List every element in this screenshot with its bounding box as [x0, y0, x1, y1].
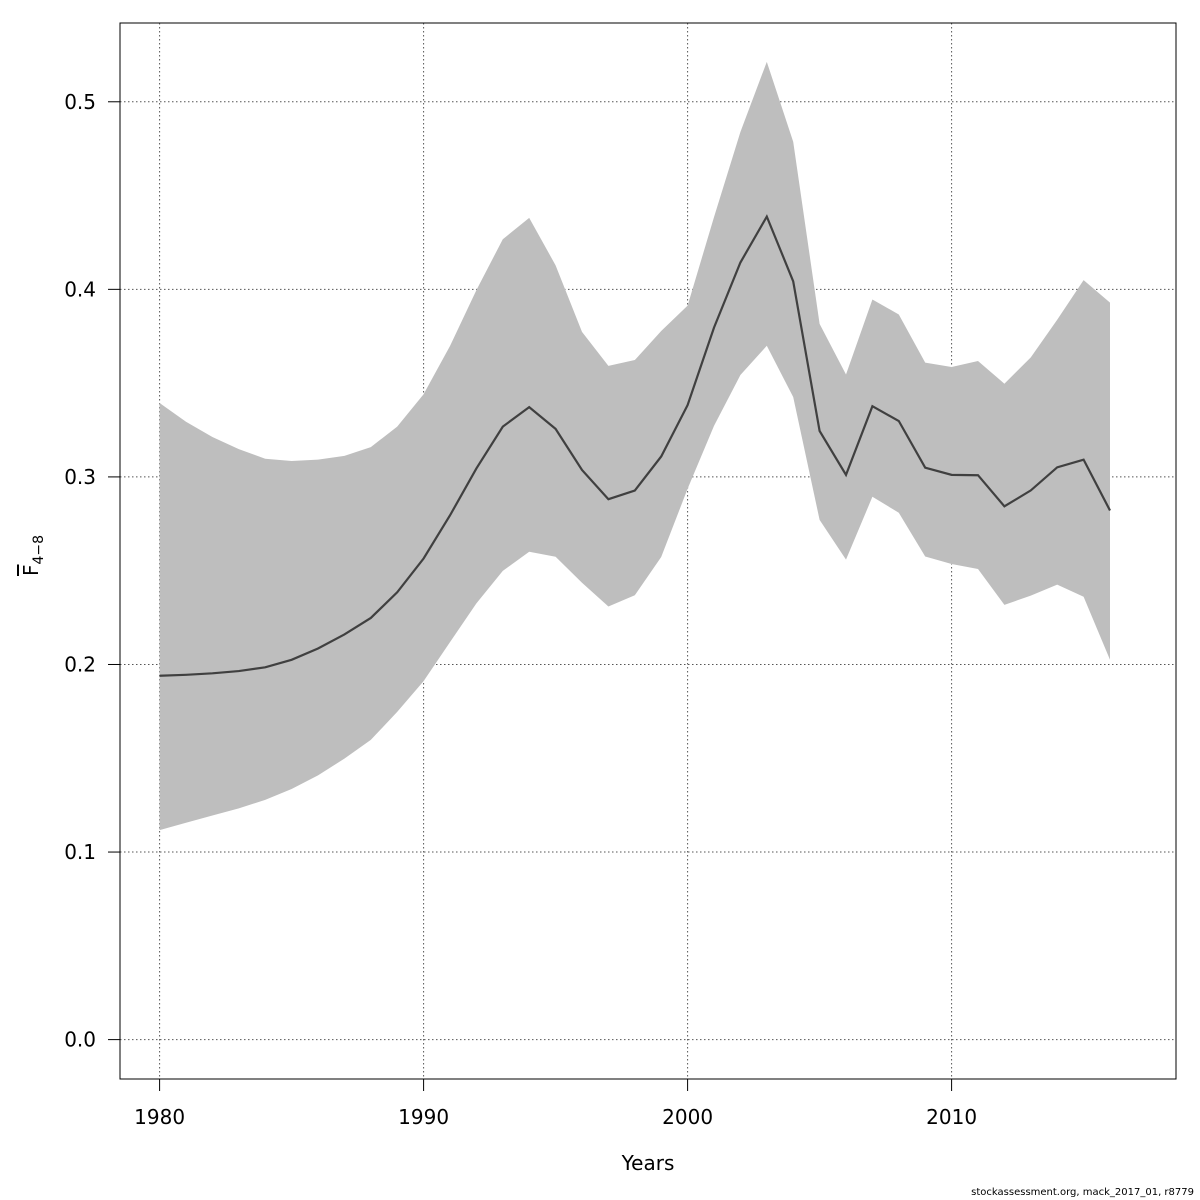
x-axis-title: Years [621, 1151, 675, 1175]
y-axis-title-base: F [19, 564, 43, 576]
y-axis-title-subscript: 4−8 [31, 534, 47, 565]
plot-box [119, 22, 1177, 1080]
y-tick-label: 0.1 [64, 840, 96, 864]
y-tick-label: 0.0 [64, 1028, 96, 1052]
x-tick-label: 2010 [926, 1105, 977, 1129]
x-tick-label: 2000 [662, 1105, 713, 1129]
y-tick-label: 0.3 [64, 465, 96, 489]
footer-note: stockassessment.org, mack_2017_01, r8779 [971, 1187, 1194, 1198]
confidence-band [159, 61, 1111, 831]
y-axis-ticks: 0.0 0.1 0.2 0.3 0.4 0.5 [64, 90, 120, 1052]
x-axis-ticks: 1980 1990 2000 2010 [134, 1079, 977, 1129]
f-bar-line [159, 214, 1111, 677]
y-tick-label: 0.5 [64, 90, 96, 114]
x-tick-label: 1980 [134, 1105, 185, 1129]
y-tick-label: 0.4 [64, 277, 96, 301]
x-tick-label: 1990 [398, 1105, 449, 1129]
y-tick-label: 0.2 [64, 652, 96, 676]
